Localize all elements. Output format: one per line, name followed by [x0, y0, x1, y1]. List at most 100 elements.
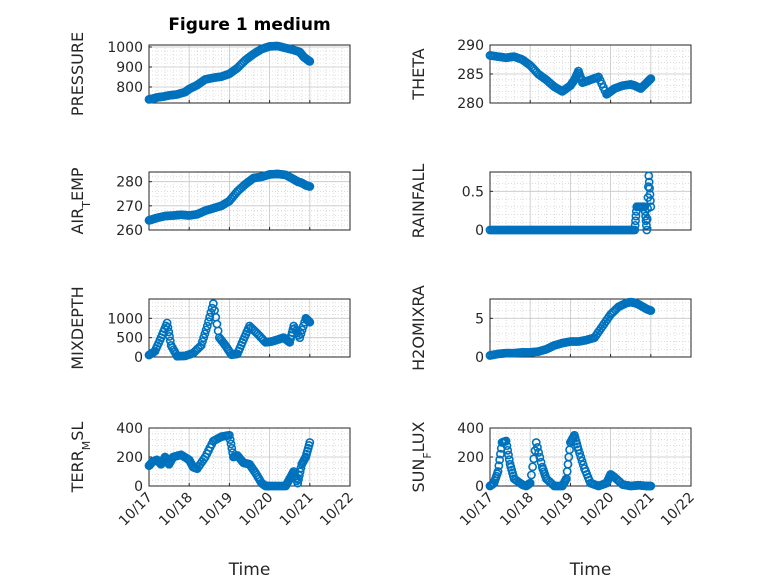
axes-frame: [489, 298, 692, 358]
data-point: [643, 182, 653, 192]
x-tick-label: 10/19: [196, 490, 236, 530]
data-point: [503, 445, 513, 455]
axes-frame: [148, 44, 351, 104]
y-tick-label: 0.5: [462, 184, 484, 200]
x-tick-label: 10/19: [537, 490, 577, 530]
x-tick-label: 10/18: [497, 490, 537, 530]
data-point: [207, 303, 217, 313]
data-point: [504, 450, 513, 460]
x-tick-label: 10/17: [457, 490, 497, 530]
subplot-4: 0 500 1000 MIXDEPTH: [68, 286, 351, 370]
axes-frame: [148, 171, 351, 231]
data-point: [645, 183, 654, 193]
y-tick-label: 280: [116, 175, 143, 191]
axes-background: [490, 299, 691, 357]
subplot-6: 0 200 400 10/17 10/18 10/19 10/20 10/21 10/22 Tim…: [68, 421, 357, 580]
data-point: [199, 333, 209, 343]
data-point: [495, 455, 505, 465]
data-point: [630, 220, 640, 230]
data-point: [496, 449, 505, 459]
data-point: [641, 216, 651, 226]
data-point: [646, 306, 656, 315]
x-tick-label: 10/17: [116, 490, 156, 530]
x-tick-label: 10/20: [578, 490, 618, 530]
y-tick-label: 400: [116, 421, 143, 437]
data-point: [298, 321, 308, 331]
y-axis-label: MIXDEPTH: [68, 286, 87, 369]
data-point: [201, 325, 211, 335]
y-tick-label: 400: [457, 421, 484, 437]
data-point: [631, 211, 641, 221]
data-point: [305, 438, 315, 447]
data-point: [645, 196, 655, 206]
data-point: [534, 447, 544, 457]
x-tick-label: 10/20: [237, 490, 277, 530]
y-tick-label: 0: [475, 223, 484, 239]
data-point: [226, 439, 236, 449]
data-point: [202, 321, 212, 331]
x-axis-label: Time: [228, 560, 271, 580]
data-point: [305, 57, 315, 66]
data-point: [533, 443, 542, 452]
data-point: [645, 190, 655, 199]
y-axis-label: TERRMSL: [68, 422, 93, 494]
y-tick-label: 0: [134, 350, 143, 366]
data-point: [630, 225, 640, 235]
data-point: [535, 452, 545, 462]
y-tick-label: 200: [116, 450, 143, 466]
data-point: [577, 456, 587, 466]
y-tick-label: 0: [134, 479, 143, 495]
data-point: [529, 454, 539, 464]
data-point: [528, 462, 538, 472]
y-tick-label: 800: [116, 80, 143, 96]
data-point: [163, 323, 173, 332]
x-tick-label: 10/22: [317, 490, 357, 530]
data-point: [501, 436, 511, 446]
subplot-0: 800 900 1000 PRESSURE Figure 1 medium: [68, 15, 351, 116]
y-tick-label: 260: [116, 223, 143, 239]
data-point: [642, 225, 652, 235]
data-point: [198, 337, 207, 346]
data-point: [646, 74, 656, 84]
data-point: [493, 467, 503, 476]
subplot-7: 0 200 400 10/17 10/18 10/19 10/20 10/21 10/22 Tim…: [409, 421, 698, 580]
y-axis-label: THETA: [409, 48, 428, 100]
data-point: [204, 317, 213, 326]
y-tick-label: 1000: [107, 311, 143, 327]
data-point: [574, 445, 583, 455]
x-tick-label: 10/18: [156, 490, 196, 530]
data-point: [164, 327, 174, 337]
data-point: [642, 214, 652, 224]
axes-frame: [148, 298, 351, 358]
chart-title: Figure 1 medium: [168, 15, 330, 35]
data-point: [641, 220, 651, 230]
y-tick-label: 0: [475, 479, 484, 495]
data-point: [494, 461, 504, 471]
y-axis-label: SUNFLUX: [409, 421, 434, 492]
data-point: [165, 332, 174, 341]
data-point: [531, 438, 541, 447]
data-point: [646, 481, 656, 491]
data-point: [200, 329, 210, 339]
y-tick-label: 0: [475, 350, 484, 366]
y-axis-label: PRESSURE: [68, 32, 87, 116]
data-point: [196, 340, 206, 350]
data-point: [162, 318, 172, 328]
data-point: [646, 202, 656, 212]
data-point: [297, 325, 307, 335]
subplot-5: 0 5 H2OMIXRA: [409, 285, 692, 371]
subplot-1: 280 285 290 THETA: [409, 38, 692, 112]
y-axis-label: AIRTEMP: [68, 167, 93, 234]
data-point: [224, 430, 234, 440]
y-tick-label: 1000: [107, 40, 143, 56]
data-point: [502, 441, 512, 451]
y-tick-label: 270: [116, 199, 143, 215]
y-tick-label: 290: [457, 38, 484, 54]
data-point: [644, 177, 654, 187]
x-tick-label: 10/21: [618, 490, 658, 530]
data-point: [576, 452, 586, 462]
subplot-3: 0 0.5 RAINFALL: [409, 164, 692, 239]
y-tick-label: 5: [475, 311, 484, 327]
y-tick-label: 500: [116, 331, 143, 347]
